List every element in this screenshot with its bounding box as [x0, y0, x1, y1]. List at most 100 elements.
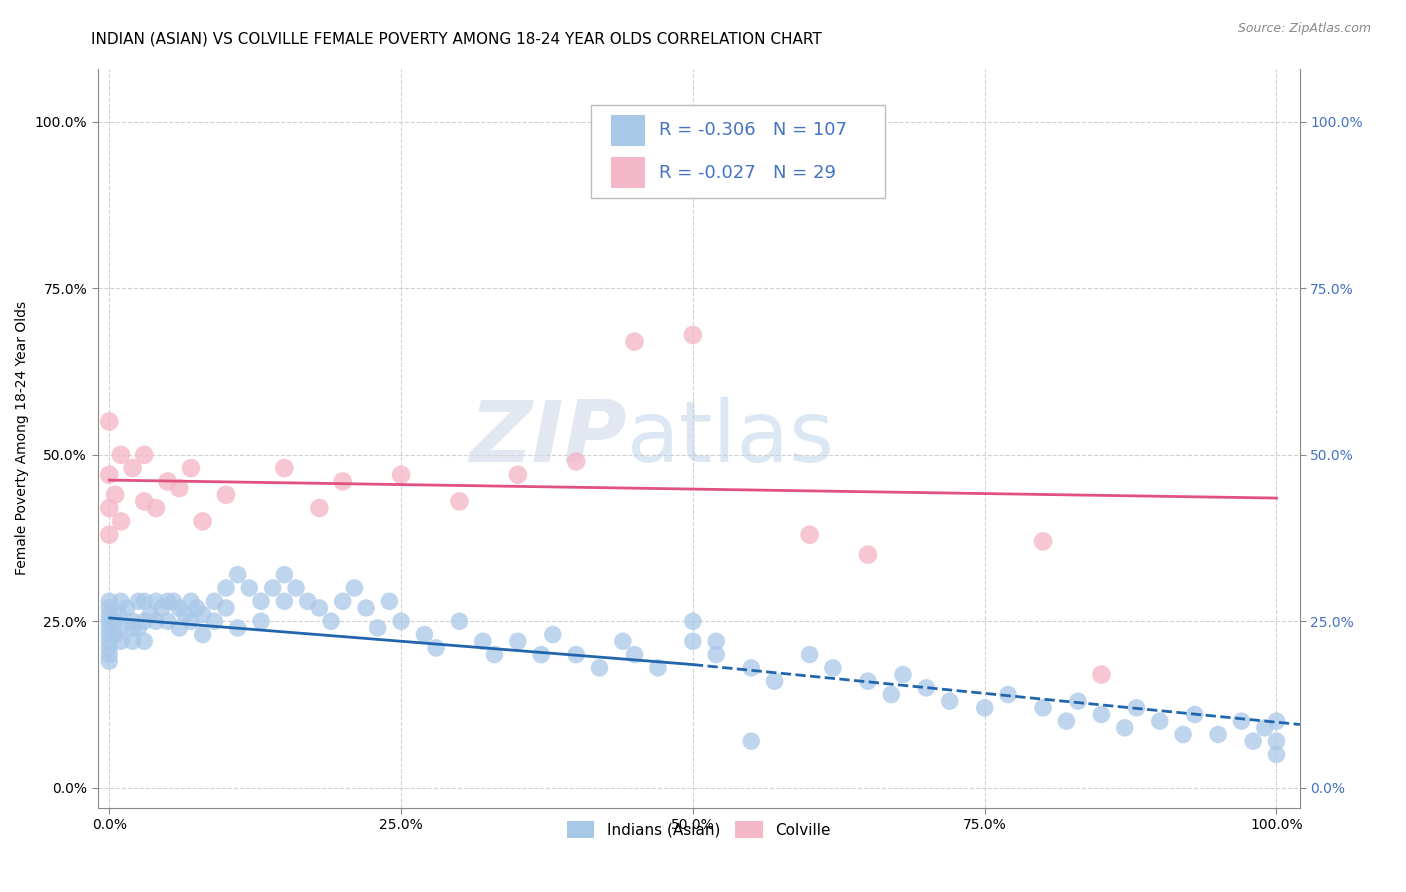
Point [238, 581, 260, 595]
Point [1265, 714, 1288, 728]
Point [98, 621, 121, 635]
Point [98, 527, 121, 541]
Point [740, 734, 762, 748]
Point [821, 661, 844, 675]
Point [169, 601, 191, 615]
Point [134, 634, 156, 648]
Point [215, 488, 238, 502]
Point [98, 640, 121, 655]
Point [250, 614, 273, 628]
Point [1032, 534, 1054, 549]
Point [1230, 714, 1253, 728]
Point [180, 594, 202, 608]
Point [156, 614, 179, 628]
Point [1171, 727, 1194, 741]
Point [145, 594, 167, 608]
FancyBboxPatch shape [591, 105, 884, 198]
Point [134, 494, 156, 508]
Point [389, 467, 412, 482]
Point [856, 548, 879, 562]
Point [565, 454, 588, 468]
Point [121, 634, 143, 648]
Point [115, 601, 138, 615]
Point [226, 567, 249, 582]
Point [484, 648, 506, 662]
FancyBboxPatch shape [612, 157, 644, 188]
Point [104, 614, 127, 628]
Point [127, 594, 149, 608]
Point [107, 607, 129, 622]
Point [1090, 707, 1112, 722]
Point [273, 567, 295, 582]
Point [647, 661, 669, 675]
Point [98, 594, 121, 608]
Point [449, 494, 471, 508]
Point [891, 667, 914, 681]
Point [98, 648, 121, 662]
Point [98, 601, 121, 615]
Point [180, 461, 202, 475]
Point [1054, 714, 1077, 728]
Point [191, 515, 214, 529]
Point [169, 481, 191, 495]
Point [682, 327, 704, 342]
Point [98, 607, 121, 622]
Point [98, 654, 121, 668]
Point [1206, 727, 1229, 741]
Point [110, 621, 132, 635]
Point [1032, 701, 1054, 715]
Point [704, 648, 727, 662]
Point [215, 581, 238, 595]
Point [612, 634, 634, 648]
Point [98, 415, 121, 429]
Point [226, 621, 249, 635]
Point [174, 607, 197, 622]
Text: ZIP: ZIP [470, 397, 627, 480]
Point [186, 601, 208, 615]
Point [156, 594, 179, 608]
Point [880, 688, 903, 702]
Legend: Indians (Asian), Colville: Indians (Asian), Colville [561, 814, 837, 845]
Point [973, 701, 995, 715]
Point [134, 448, 156, 462]
Point [308, 501, 330, 516]
Point [1265, 734, 1288, 748]
Point [799, 648, 821, 662]
Point [121, 461, 143, 475]
Point [623, 648, 645, 662]
Point [273, 461, 295, 475]
Point [449, 614, 471, 628]
Point [799, 527, 821, 541]
Point [156, 475, 179, 489]
Point [104, 488, 127, 502]
Point [139, 607, 162, 622]
Point [110, 515, 132, 529]
Point [1265, 747, 1288, 762]
Point [332, 475, 354, 489]
Point [354, 601, 377, 615]
Point [145, 501, 167, 516]
Point [856, 674, 879, 689]
Point [134, 614, 156, 628]
Point [332, 594, 354, 608]
Point [121, 614, 143, 628]
Point [191, 627, 214, 641]
Point [319, 614, 342, 628]
Point [938, 694, 960, 708]
Text: atlas: atlas [627, 397, 835, 480]
Text: Source: ZipAtlas.com: Source: ZipAtlas.com [1237, 22, 1371, 36]
Point [997, 688, 1019, 702]
Point [1067, 694, 1090, 708]
Point [763, 674, 786, 689]
Point [541, 627, 564, 641]
Point [98, 614, 121, 628]
Point [682, 614, 704, 628]
Point [682, 634, 704, 648]
Point [104, 627, 127, 641]
Text: INDIAN (ASIAN) VS COLVILLE FEMALE POVERTY AMONG 18-24 YEAR OLDS CORRELATION CHAR: INDIAN (ASIAN) VS COLVILLE FEMALE POVERT… [91, 31, 823, 46]
Point [285, 581, 308, 595]
Point [110, 448, 132, 462]
Point [378, 594, 401, 608]
Point [1114, 721, 1136, 735]
Point [262, 581, 284, 595]
